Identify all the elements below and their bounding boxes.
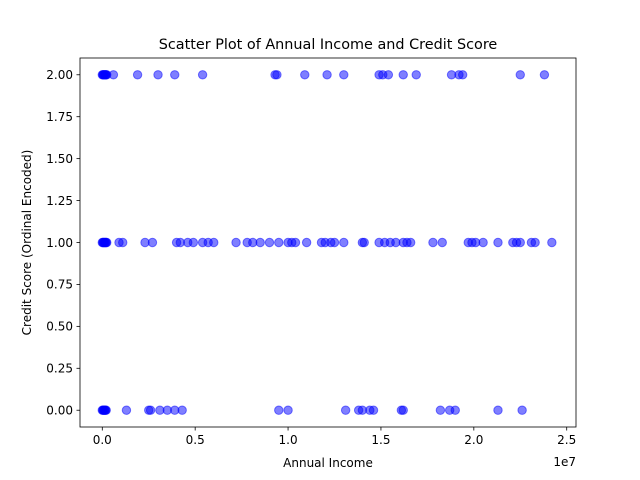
y-tick-label: 0.75 [46,278,73,292]
scatter-point [517,405,527,415]
scatter-point [398,70,408,80]
scatter-point [493,237,503,248]
scatter-point [368,405,379,415]
scatter-point [530,237,540,248]
scatter-point [188,237,199,248]
scatter-point [102,237,112,248]
x-tick-label: 0.5 [186,433,205,447]
scatter-point [435,405,446,415]
y-tick-label: 0.50 [46,320,73,334]
y-axis-ticks: 0.00 0.25 0.50 0.75 1.00 1.25 1.50 1.75 2.00 [46,68,80,418]
scatter-point [322,70,332,80]
scatter-point [153,70,163,80]
scatter-point [108,70,119,80]
scatter-point [231,237,241,248]
scatter-point [428,237,438,248]
scatter-point [457,70,468,80]
scatter-point [437,237,447,248]
scatter-point [274,237,284,248]
scatter-point [274,405,284,415]
x-axis-label: Annual Income [283,456,373,470]
scatter-point [450,405,460,415]
scatter-point [132,70,143,80]
scatter-point [255,237,265,248]
scatter-point [339,237,349,248]
y-tick-label: 1.50 [46,152,73,166]
scatter-point [478,237,488,248]
y-axis-label: Credit Score (Ordinal Encoded) [20,150,34,336]
x-tick-label: 1.0 [279,433,298,447]
scatter-point [301,237,312,248]
scatter-point [121,405,132,415]
scatter-point [515,237,525,248]
y-tick-label: 1.00 [46,236,73,250]
y-tick-label: 1.75 [46,110,73,124]
scatter-point [197,70,208,80]
data-points [97,70,557,415]
scatter-point [547,237,557,248]
scatter-point [177,405,187,415]
x-axis-ticks: 0.0 0.5 1.0 1.5 2.0 2.5 [93,427,576,447]
scatter-point [283,405,293,415]
scatter-point [398,405,408,415]
scatter-point [411,70,421,80]
y-tick-label: 1.25 [46,194,73,208]
scatter-point [290,237,301,248]
scatter-point [101,405,111,415]
scatter-point [272,70,282,80]
scatter-point [145,405,156,415]
scatter-point [170,70,180,80]
scatter-point [539,70,550,80]
chart-title: Scatter Plot of Annual Income and Credit… [159,37,498,53]
scatter-point [118,237,128,248]
y-tick-label: 0.00 [46,404,73,418]
scatter-point [340,405,351,415]
scatter-point [359,237,369,248]
scatter-point [405,237,416,248]
scatter-point [264,237,275,248]
y-tick-label: 0.25 [46,362,73,376]
x-tick-label: 1.5 [371,433,390,447]
scatter-point [300,70,310,80]
y-tick-label: 2.00 [46,68,73,82]
scatter-point [493,405,503,415]
scatter-point [209,237,219,248]
scatter-point [147,237,158,248]
scatter-point [515,70,525,80]
x-tick-label: 0.0 [93,433,112,447]
scatter-point [329,237,340,248]
x-tick-label: 2.0 [464,433,483,447]
x-axis-offset-label: 1e7 [553,455,576,469]
scatter-point [383,70,394,80]
scatter-point [339,70,349,80]
x-tick-label: 2.5 [557,433,576,447]
